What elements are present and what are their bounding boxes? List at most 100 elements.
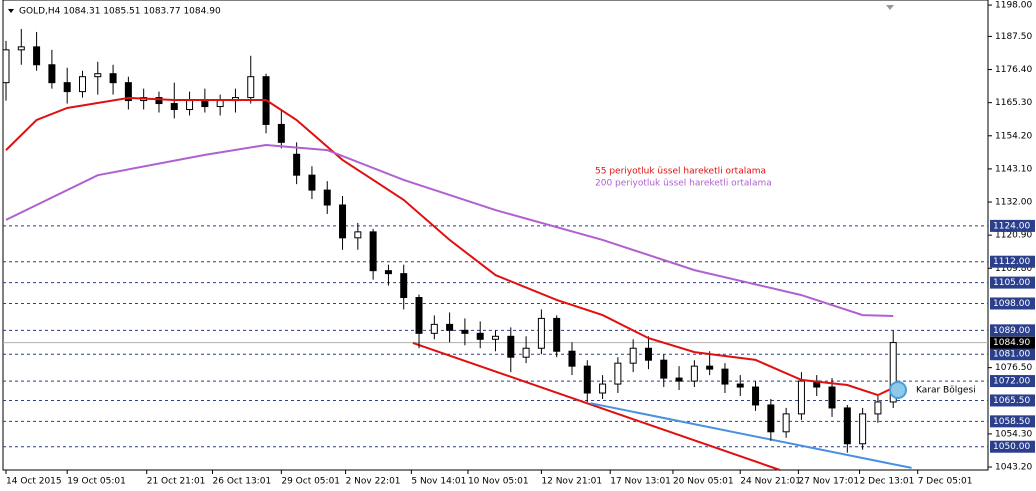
y-tick-label: 1154.20 [995,131,1032,141]
candle-body [277,123,285,143]
trendline [590,402,912,469]
candle-body [660,359,668,379]
level-label: 1065.50 [993,396,1030,406]
level-label-box [990,375,1035,388]
level-label: 1072.00 [993,377,1030,387]
candle-body [492,335,499,340]
moving-average [5,143,894,317]
level-label-box [990,394,1035,407]
x-tick-label: 26 Oct 13:01 [213,477,272,487]
menu-icon [8,9,14,13]
y-tick-label: 1143.10 [995,164,1032,174]
candle-body [384,270,392,275]
candle-body [354,231,362,239]
candle-body [400,273,408,299]
candle-body [170,103,178,111]
ma-label: 200 periyotluk üssel hareketli ortalama [595,179,772,189]
level-label: 1105.00 [993,278,1030,288]
y-tick-label: 1109.80 [995,264,1032,274]
current-price-label: 1084.90 [993,338,1030,348]
x-tick-label: 2 Dec 13:01 [860,477,915,487]
level-label: 1058.50 [993,417,1030,427]
x-tick-label: 21 Oct 21:01 [147,477,206,487]
candle-body [216,100,224,108]
candle-body [430,323,438,334]
candle-body [308,174,316,191]
trendline [412,341,781,471]
candle-body [859,413,867,445]
candle-body [706,365,714,370]
candle-body [537,317,545,349]
candle-body [33,46,41,66]
candle-body [63,82,71,93]
x-tick-label: 10 Nov 05:01 [468,477,529,487]
x-tick-label: 5 Nov 14:01 [411,477,466,487]
annotation: Karar Bölgesi [916,386,976,396]
level-label: 1089.00 [993,326,1030,336]
candle-body [828,386,836,409]
ma-label: 55 periyotluk üssel hareketli ortalama [595,167,766,177]
candle-body [293,153,301,176]
x-tick-label: 7 Dec 05:01 [918,477,973,487]
candle-body [522,347,530,358]
x-tick-label: 17 Nov 13:01 [610,477,671,487]
candle-body [2,49,10,84]
candle-body [675,377,683,382]
y-tick-label: 1176.40 [995,65,1032,75]
candle-body [446,323,454,331]
level-label-box [990,324,1035,337]
candle-body [415,297,423,334]
candle-body [583,365,591,394]
y-tick-label: 1120.90 [995,231,1032,241]
level-label-box [990,297,1035,310]
x-tick-label: 27 Nov 17:01 [798,477,859,487]
x-tick-label: 2 Nov 22:01 [346,477,401,487]
moving-average [5,96,894,397]
candle-body [599,383,607,394]
candle-body [323,189,331,206]
shift-marker [886,5,894,10]
y-tick-label: 1198.00 [995,1,1032,11]
y-tick-label: 1076.50 [995,363,1032,373]
candle-body [186,100,194,111]
candle-body [782,413,790,433]
decision-zone-marker [889,381,907,399]
candle-body [155,97,163,105]
candle-body [736,383,744,388]
y-tick-label: 1132.00 [995,198,1032,208]
level-label: 1050.00 [993,442,1030,452]
candle-body [721,368,729,385]
candle-body [843,407,851,445]
candle-body [797,380,805,415]
candle-body [767,404,775,433]
chart-header: GOLD,H4 1084.31 1085.51 1083.77 1084.90 [19,7,221,17]
candle-body [369,231,377,272]
candle-body [568,350,576,367]
level-label-box [990,219,1035,232]
level-label-box [990,276,1035,289]
y-tick-label: 1043.20 [995,463,1032,473]
candle-body [17,46,25,51]
candle-body [614,362,622,385]
candle-body [247,76,255,99]
level-label-box [990,415,1035,428]
level-label: 1081.00 [993,350,1030,360]
level-label: 1112.00 [993,257,1030,267]
current-price-box [990,336,1035,349]
level-label-box [990,348,1035,361]
candle-body [507,335,515,358]
candle-body [644,347,652,361]
candle-body [461,329,469,334]
candle-body [553,317,561,352]
x-tick-label: 24 Nov 21:01 [740,477,801,487]
y-tick-label: 1165.30 [995,98,1032,108]
x-tick-label: 29 Oct 05:01 [281,477,340,487]
y-tick-label: 1187.50 [995,32,1032,42]
x-tick-label: 19 Oct 05:01 [67,477,126,487]
level-label-box [990,440,1035,453]
y-tick-label: 1054.30 [995,429,1032,439]
level-label: 1124.00 [993,221,1030,231]
candle-body [48,64,56,84]
